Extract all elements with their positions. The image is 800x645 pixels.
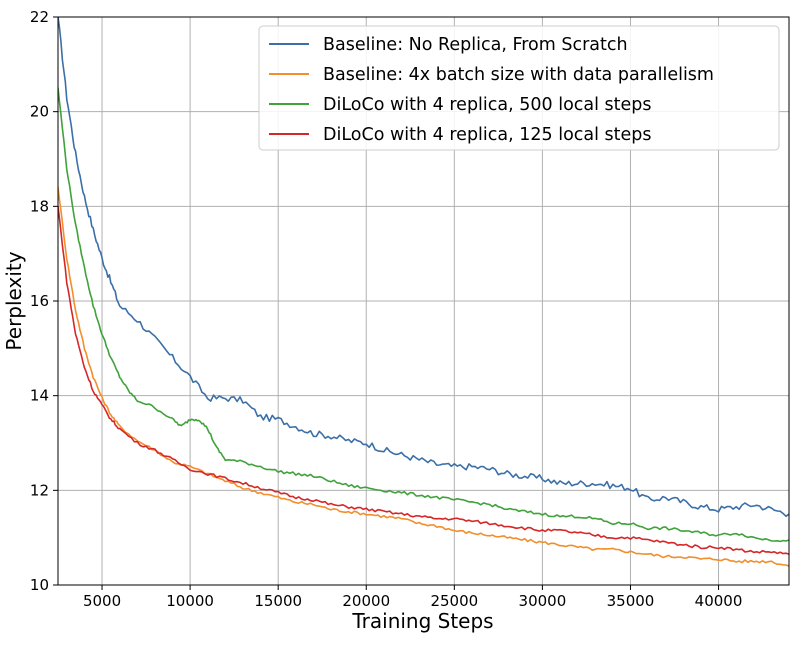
- legend-label-3: DiLoCo with 4 replica, 500 local steps: [323, 95, 652, 115]
- x-tick-label: 30000: [519, 592, 567, 610]
- x-tick-label: 35000: [607, 592, 655, 610]
- x-tick-label: 40000: [695, 592, 743, 610]
- series-layer: [58, 17, 789, 567]
- series-line-1: [58, 17, 789, 518]
- y-tick-label: 14: [30, 387, 49, 405]
- series-line-2: [58, 186, 789, 567]
- ticks-layer: 5000 10000 15000 20000 25000 30000 35000 40000 1…: [30, 8, 742, 610]
- y-tick-label: 10: [30, 576, 49, 594]
- series-line-3: [58, 87, 789, 543]
- y-tick-label: 12: [30, 481, 49, 499]
- legend-label-4: DiLoCo with 4 replica, 125 local steps: [323, 125, 652, 145]
- legend-label-2: Baseline: 4x batch size with data parall…: [323, 65, 714, 85]
- legend-box: [258, 25, 780, 151]
- x-tick-label: 10000: [166, 592, 214, 610]
- legend-items: Baseline: No Replica, From Scratch Baseli…: [269, 35, 714, 145]
- y-tick-label: 18: [30, 197, 49, 215]
- series-line-4: [58, 205, 789, 555]
- y-axis-label: Perplexity: [2, 251, 26, 350]
- legend: Baseline: No Replica, From Scratch Baseli…: [258, 25, 780, 151]
- x-axis-label: Training Steps: [351, 609, 493, 633]
- y-tick-label: 22: [30, 8, 49, 26]
- y-tick-label: 20: [30, 103, 49, 121]
- x-tick-label: 15000: [254, 592, 302, 610]
- x-tick-label: 20000: [342, 592, 390, 610]
- legend-label-1: Baseline: No Replica, From Scratch: [323, 35, 628, 55]
- x-tick-label: 5000: [83, 592, 121, 610]
- x-tick-label: 25000: [430, 592, 478, 610]
- y-tick-label: 16: [30, 292, 49, 310]
